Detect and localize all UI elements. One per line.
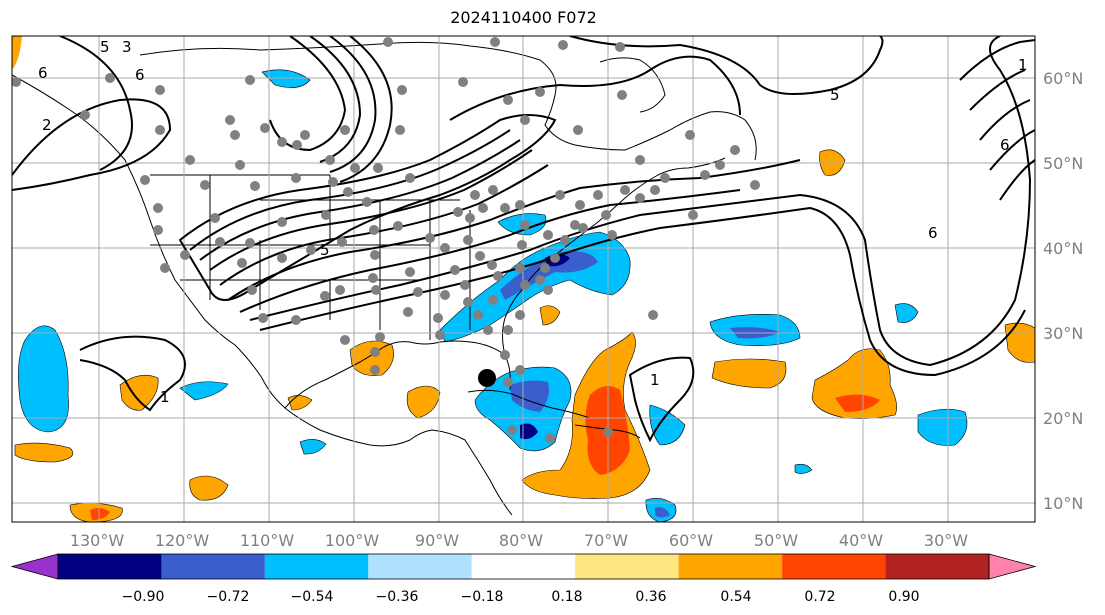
map-title: 2024110400 F072 bbox=[450, 8, 597, 27]
lon-label: 90°W bbox=[415, 531, 459, 550]
contour-label: 5 bbox=[320, 241, 330, 259]
colorbar-tick-labels: −0.90 −0.72 −0.54 −0.36 −0.18 0.18 0.36 … bbox=[122, 589, 920, 605]
colorbar-segment bbox=[782, 554, 886, 579]
colorbar-tick-label: 0.72 bbox=[804, 589, 835, 605]
colorbar-segment bbox=[988, 553, 1037, 580]
lon-label: 80°W bbox=[499, 531, 543, 550]
colorbar-segment bbox=[58, 554, 162, 579]
lat-label: 60°N bbox=[1043, 69, 1083, 88]
lon-label: 70°W bbox=[584, 531, 628, 550]
colorbar bbox=[10, 553, 1037, 580]
colorbar-tick-label: −0.18 bbox=[461, 589, 504, 605]
lat-label: 20°N bbox=[1043, 409, 1083, 428]
colorbar-tick-label: 0.36 bbox=[635, 589, 666, 605]
contour-label: 5 bbox=[100, 38, 110, 56]
colorbar-segment bbox=[575, 554, 679, 579]
lat-label: 10°N bbox=[1043, 494, 1083, 513]
colorbar-tick-label: 0.54 bbox=[720, 589, 751, 605]
colorbar-tick-label: 0.18 bbox=[551, 589, 582, 605]
map-layer: 5 3 6 2 5 6 6 1 5 6 1 1 bbox=[12, 36, 1035, 522]
longitude-labels: 130°W 120°W 110°W 100°W 90°W 80°W 70°W 6… bbox=[70, 531, 968, 550]
colorbar-segment bbox=[678, 554, 783, 579]
lon-label: 30°W bbox=[924, 531, 968, 550]
colorbar-tick-label: −0.36 bbox=[376, 589, 419, 605]
colorbar-segment bbox=[161, 554, 265, 579]
storm-center-marker bbox=[478, 369, 496, 387]
map-frame bbox=[11, 35, 1036, 523]
contour-label: 6 bbox=[928, 224, 938, 242]
colorbar-outline bbox=[57, 553, 990, 580]
contour-label: 5 bbox=[830, 86, 840, 104]
contour-label: 1 bbox=[160, 388, 170, 406]
colorbar-segment bbox=[471, 554, 576, 579]
lon-label: 40°W bbox=[839, 531, 883, 550]
contour-label: 1 bbox=[650, 371, 660, 389]
colorbar-segment bbox=[10, 553, 59, 580]
lon-label: 130°W bbox=[70, 531, 125, 550]
lon-label: 60°W bbox=[669, 531, 713, 550]
colorbar-tick-label: −0.72 bbox=[207, 589, 250, 605]
lon-label: 120°W bbox=[155, 531, 210, 550]
colorbar-tick-label: −0.90 bbox=[122, 589, 165, 605]
lat-label: 30°N bbox=[1043, 324, 1083, 343]
colorbar-segment bbox=[885, 554, 989, 579]
contour-label: 1 bbox=[1018, 56, 1028, 74]
contour-label: 6 bbox=[135, 66, 145, 84]
lat-label: 40°N bbox=[1043, 239, 1083, 258]
colorbar-tick-label: −0.54 bbox=[291, 589, 334, 605]
station-dots bbox=[12, 37, 760, 443]
contour-label: 6 bbox=[38, 64, 48, 82]
colorbar-segment bbox=[368, 554, 472, 579]
lon-label: 50°W bbox=[754, 531, 798, 550]
lat-label: 50°N bbox=[1043, 154, 1083, 173]
contour-label: 6 bbox=[1000, 136, 1010, 154]
lon-label: 100°W bbox=[325, 531, 380, 550]
contour-label: 2 bbox=[42, 116, 52, 134]
contour-labels: 5 3 6 2 5 6 6 1 5 6 1 1 bbox=[38, 38, 1028, 406]
contour-lines bbox=[12, 36, 1035, 443]
latitude-labels: 60°N 50°N 40°N 30°N 20°N 10°N bbox=[1043, 69, 1083, 513]
contour-label: 3 bbox=[122, 38, 132, 56]
lon-label: 110°W bbox=[240, 531, 295, 550]
colorbar-tick-label: 0.90 bbox=[888, 589, 919, 605]
colorbar-segment bbox=[264, 554, 369, 579]
